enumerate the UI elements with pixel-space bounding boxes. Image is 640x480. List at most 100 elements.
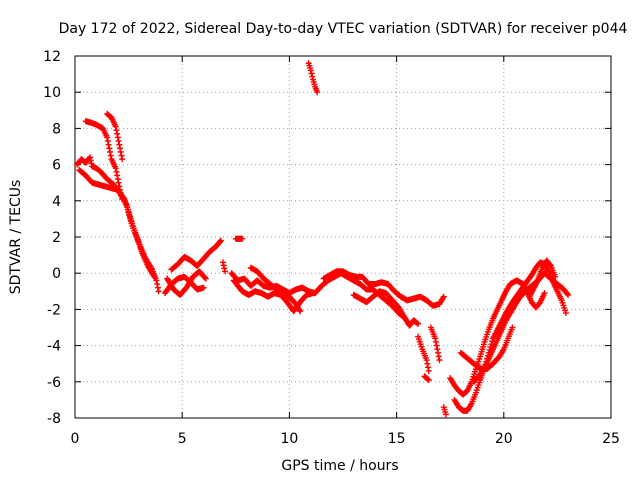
series-arc-9 <box>232 235 246 242</box>
data-point <box>118 192 125 199</box>
data-point <box>104 134 111 141</box>
data-point <box>154 281 161 288</box>
data-point <box>297 308 304 315</box>
data-point <box>423 357 430 364</box>
series-arc-23 <box>457 324 516 373</box>
data-point <box>119 156 126 163</box>
data-point <box>219 259 226 266</box>
data-point <box>564 290 571 297</box>
y-tick-label: 12 <box>43 49 61 65</box>
data-point <box>116 141 123 148</box>
x-tick-label: 15 <box>388 431 406 447</box>
data-point <box>565 291 572 298</box>
data-point <box>106 145 113 152</box>
data-point <box>107 148 114 155</box>
data-point <box>114 176 121 183</box>
series-arc-19 <box>421 373 432 383</box>
data-point <box>217 238 224 245</box>
series-arc-17 <box>415 333 432 374</box>
data-point <box>440 293 447 300</box>
data-point <box>117 186 124 193</box>
series-arc-25 <box>526 257 559 300</box>
data-point <box>424 376 431 383</box>
series-arc-12 <box>247 264 304 315</box>
series-arc-3 <box>82 118 126 202</box>
data-point <box>200 284 207 291</box>
data-point <box>434 346 441 353</box>
data-point <box>117 148 124 155</box>
x-tick-label: 25 <box>602 431 620 447</box>
data-point <box>509 324 516 331</box>
data-point <box>217 237 224 244</box>
x-tick-label: 5 <box>178 431 187 447</box>
data-point <box>118 152 125 159</box>
data-point <box>105 141 112 148</box>
x-tick-label: 20 <box>495 431 513 447</box>
series-arc-4 <box>104 110 126 163</box>
data-point <box>115 179 122 186</box>
data-point <box>151 273 158 280</box>
data-point <box>88 160 95 167</box>
y-tick-label: -4 <box>47 339 61 355</box>
data-point <box>114 172 121 179</box>
data-point <box>114 130 121 137</box>
data-point <box>119 195 126 202</box>
data-points <box>74 60 572 418</box>
series-arc-10 <box>230 277 316 315</box>
data-point <box>155 288 162 295</box>
data-point <box>87 157 94 164</box>
y-tick-label: 8 <box>52 121 61 137</box>
chart-title: Day 172 of 2022, Sidereal Day-to-day VTE… <box>59 21 628 37</box>
series-arc-20 <box>440 404 449 418</box>
data-point <box>425 376 432 383</box>
y-tick-label: -2 <box>47 302 61 318</box>
y-axis-label: SDTVAR / TECUs <box>8 180 24 295</box>
y-tick-label: 6 <box>52 158 61 174</box>
y-tick-label: 10 <box>43 85 61 101</box>
y-tick-label: 2 <box>52 230 61 246</box>
data-point <box>425 364 432 371</box>
data-point <box>436 357 443 364</box>
data-point <box>87 154 94 161</box>
data-point <box>117 189 124 196</box>
data-point <box>112 123 119 130</box>
series-arc-16 <box>350 288 422 329</box>
data-point <box>117 145 124 152</box>
data-point <box>309 73 316 80</box>
data-point <box>432 335 439 342</box>
axis-ticks: 0 5 10 15 20 25 -8 -6 -4 -2 0 2 4 6 8 10 12 <box>43 49 620 447</box>
data-point <box>222 268 229 275</box>
data-point <box>113 168 120 175</box>
data-point <box>314 89 321 96</box>
data-point <box>435 353 442 360</box>
x-tick-label: 10 <box>280 431 298 447</box>
x-tick-label: 0 <box>71 431 80 447</box>
series-arc-6 <box>168 237 224 273</box>
y-tick-label: 4 <box>52 194 61 210</box>
data-point <box>414 320 421 327</box>
data-point <box>112 165 119 172</box>
series-arc-7 <box>164 268 209 298</box>
data-point <box>541 290 548 297</box>
data-point <box>153 277 160 284</box>
data-point <box>154 284 161 291</box>
y-tick-label: -8 <box>47 411 61 427</box>
data-point <box>562 310 569 317</box>
data-point <box>432 338 439 345</box>
series-arc-15 <box>320 268 447 309</box>
data-point <box>115 138 122 145</box>
data-point <box>104 138 111 145</box>
data-point <box>113 127 120 134</box>
y-tick-label: -6 <box>47 375 61 391</box>
data-point <box>433 342 440 349</box>
data-point <box>220 262 227 269</box>
data-point <box>435 349 442 356</box>
data-point <box>201 274 208 281</box>
data-point <box>552 273 559 280</box>
data-point <box>221 265 228 272</box>
data-point <box>239 235 246 242</box>
data-point <box>116 183 123 190</box>
data-point <box>415 320 422 327</box>
grid <box>75 56 611 418</box>
